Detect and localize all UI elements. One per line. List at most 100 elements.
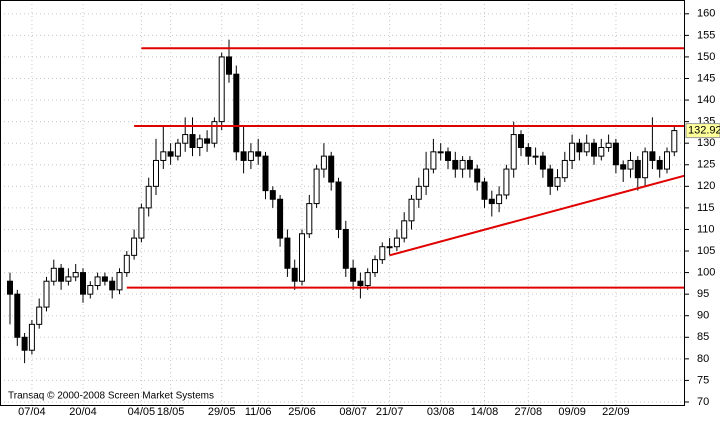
- y-tick-label: 85: [697, 331, 709, 343]
- candle-body: [634, 159, 641, 179]
- trend-line: [389, 174, 686, 257]
- candle-body: [284, 237, 291, 269]
- candle-body: [43, 280, 50, 308]
- candle-body: [277, 198, 284, 239]
- x-tick-label: 25/06: [288, 406, 316, 418]
- candle-body: [437, 151, 444, 154]
- candle-body: [328, 155, 335, 183]
- candle-body: [123, 254, 130, 274]
- candle-body: [503, 168, 510, 196]
- candle-body: [518, 134, 524, 149]
- candle-body: [415, 185, 422, 200]
- last-price-box: [685, 123, 720, 139]
- y-tick-label: 160: [697, 8, 715, 20]
- candle-body: [620, 164, 627, 170]
- candle-body: [554, 177, 561, 187]
- candle-body: [262, 155, 269, 192]
- candle-body: [21, 336, 28, 351]
- candle-body: [313, 168, 320, 205]
- candle-body: [255, 151, 262, 157]
- y-tick-label: 105: [697, 245, 715, 257]
- footer: Transaq © 2000-2008 Screen Market System…: [8, 391, 214, 402]
- x-tick-label: 08/07: [339, 406, 367, 418]
- y-tick-label: 75: [697, 374, 709, 386]
- candle-body: [364, 272, 371, 287]
- candle-body: [532, 155, 539, 158]
- candle-body: [379, 246, 386, 261]
- candle-body: [649, 151, 656, 161]
- plot-frame: [0, 0, 685, 406]
- candle-body: [408, 198, 415, 222]
- candle-body: [65, 276, 72, 282]
- candle-body: [182, 134, 189, 144]
- candle-body: [357, 280, 364, 287]
- y-tick-label: 130: [697, 137, 715, 149]
- candle-body: [7, 280, 13, 295]
- candle-body: [94, 276, 101, 287]
- candle-body: [233, 73, 240, 153]
- candle-body: [240, 151, 247, 161]
- candle-body: [87, 285, 94, 295]
- candle-body: [496, 194, 503, 205]
- candle-body: [664, 151, 670, 170]
- candle-body: [342, 228, 349, 269]
- y-tick-label: 110: [697, 223, 715, 235]
- candle-body: [189, 134, 196, 149]
- candle-body: [569, 142, 576, 161]
- candle-body: [627, 159, 634, 170]
- candle-body: [335, 181, 342, 230]
- candle-body: [247, 151, 254, 161]
- candle-body: [612, 142, 619, 166]
- candle-body: [138, 207, 145, 239]
- candle-body: [671, 130, 678, 153]
- candle-body: [539, 155, 546, 170]
- candle-body: [72, 272, 79, 278]
- candle-body: [196, 138, 203, 149]
- candle-body: [481, 181, 488, 200]
- y-tick-label: 90: [697, 310, 709, 322]
- candle-body: [452, 159, 459, 170]
- candle-body: [656, 159, 663, 170]
- candle-body: [80, 272, 86, 295]
- candle-body: [591, 142, 597, 157]
- candle-body: [167, 151, 174, 157]
- candle-body: [372, 259, 378, 274]
- candle-body: [605, 142, 612, 149]
- y-tick-label: 140: [697, 94, 715, 106]
- candle-body: [401, 220, 408, 239]
- candle-body: [306, 203, 313, 235]
- candle-body: [131, 237, 138, 256]
- y-tick-label: 95: [697, 288, 709, 300]
- y-tick-label: 115: [697, 202, 715, 214]
- last-price-label: 132.92: [688, 125, 720, 137]
- candle-body: [488, 198, 495, 205]
- x-tick-label: 14/08: [471, 406, 499, 418]
- y-tick-label: 150: [697, 51, 715, 63]
- candle-body: [459, 159, 466, 170]
- candle-body: [204, 138, 211, 144]
- y-tick-label: 155: [697, 29, 715, 41]
- x-tick-label: 18/05: [157, 406, 185, 418]
- y-tick-label: 145: [697, 72, 715, 84]
- candle-body: [101, 276, 108, 282]
- y-tick-label: 70: [697, 396, 709, 408]
- candle-body: [393, 237, 400, 248]
- candle-body: [109, 280, 116, 291]
- candle-body: [430, 151, 437, 170]
- x-tick-label: 04/05: [128, 406, 156, 418]
- candle-body: [145, 185, 152, 209]
- candle-body: [386, 246, 393, 249]
- candle-body: [174, 142, 181, 157]
- x-tick-label: 07/04: [18, 406, 46, 418]
- y-tick-label: 80: [697, 353, 709, 365]
- candle-body: [320, 155, 327, 170]
- x-tick-label: 29/05: [208, 406, 236, 418]
- x-tick-label: 20/04: [69, 406, 97, 418]
- candle-body: [28, 323, 35, 351]
- x-tick-label: 21/07: [376, 406, 404, 418]
- candle-body: [58, 267, 65, 282]
- candle-body: [211, 121, 218, 144]
- y-tick-label: 100: [697, 266, 715, 278]
